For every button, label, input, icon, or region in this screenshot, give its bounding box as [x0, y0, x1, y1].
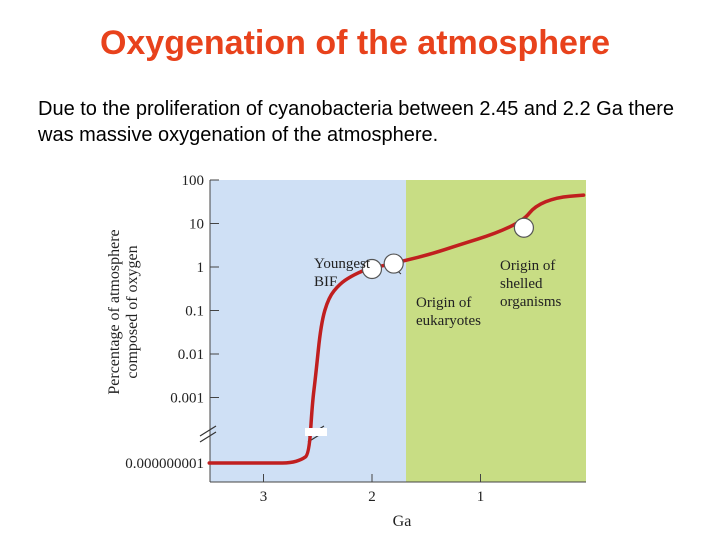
y-tick-label: 0.001	[170, 391, 204, 407]
annotation-label: shelled	[500, 276, 543, 292]
annotation-label: Origin of	[416, 295, 471, 311]
y-tick-label: 0.01	[178, 347, 204, 363]
annotation-label: Origin of	[500, 258, 555, 274]
annotation-marker	[361, 258, 383, 280]
annotation-label: Youngest	[314, 256, 371, 272]
y-axis-ticks: 100 10 1 0.1 0.01 0.001 0.000000001	[125, 173, 219, 472]
annotation-marker	[513, 217, 535, 238]
y-tick-label: 100	[182, 173, 205, 189]
annotations: Youngest BIF Origin of eukaryotes Origin of s…	[314, 217, 562, 329]
background-region-pre-oxygenation	[210, 180, 406, 482]
y-axis-label-line-2: composed of oxygen	[124, 245, 141, 378]
y-tick-label: 10	[189, 217, 204, 233]
x-tick-label: 1	[477, 489, 485, 505]
x-tick-label: 2	[368, 489, 376, 505]
slide-body-text: Due to the proliferation of cyanobacteri…	[38, 98, 674, 146]
series-line-oxygen	[207, 193, 586, 465]
annotation-label: BIF	[314, 274, 337, 290]
x-tick-label: 3	[260, 489, 268, 505]
y-tick-label: 0.000000001	[125, 456, 204, 472]
annotation-marker	[383, 253, 404, 274]
y-tick-label: 1	[197, 260, 205, 276]
y-tick-label: 0.1	[185, 304, 204, 320]
annotation-label: organisms	[500, 294, 562, 310]
annotation-label: eukaryotes	[416, 313, 481, 329]
background-region-post-oxygenation	[406, 180, 586, 482]
x-axis-ticks: 3 2 1	[260, 474, 485, 505]
y-axis-label-line-1: Percentage of atmosphere	[106, 229, 123, 394]
x-axis-label: Ga	[393, 513, 412, 530]
slide-title: Oxygenation of the atmosphere	[99, 24, 611, 62]
axis-break-gap	[305, 428, 327, 436]
